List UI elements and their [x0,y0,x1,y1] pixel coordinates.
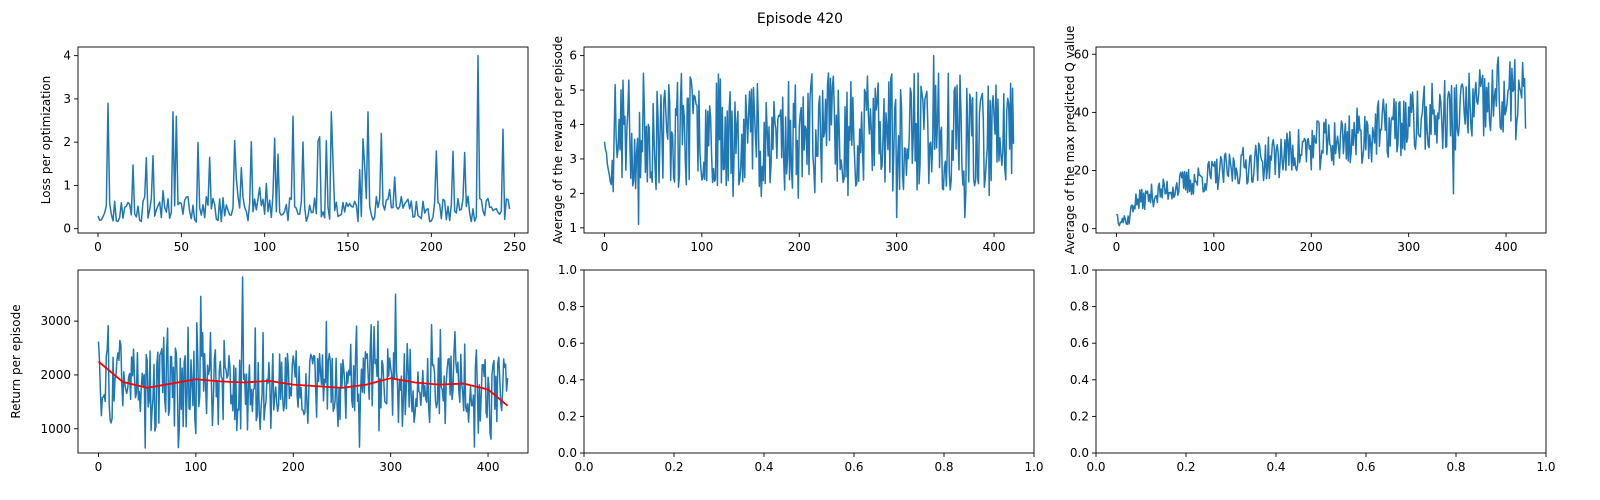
x-tick-label: 0.4 [1266,460,1285,474]
series-group [97,276,509,449]
axes-frame [77,46,529,234]
x-tick-label: 0.4 [754,460,773,474]
y-tick-label: 0.2 [1070,409,1089,423]
x-tick-label: 0.2 [1176,460,1195,474]
axes-frame [77,269,529,454]
y-tick-label: 1 [63,178,71,192]
x-tick-label: 100 [1202,240,1225,254]
series-line-1 [97,276,509,449]
y-tick-label: 6 [569,49,577,63]
x-tick-label: 300 [885,240,908,254]
y-tick-label: 0.8 [558,300,577,314]
axes-frame [583,269,1035,454]
x-tick-label: 0.8 [1446,460,1465,474]
y-tick-label: 20 [1074,164,1089,178]
y-tick-label: 0.4 [1070,373,1089,387]
y-tick-label: 0 [63,222,71,236]
x-tick-label: 0 [94,240,102,254]
y-tick-label: 1.0 [558,263,577,277]
series-line-1 [603,54,1015,226]
x-tick-label: 0.0 [574,460,593,474]
x-tick-label: 200 [788,240,811,254]
axes-frame [1095,46,1547,234]
series-line-1 [1115,56,1527,227]
x-tick-label: 0.8 [934,460,953,474]
x-tick-label: 0 [1113,240,1121,254]
x-tick-label: 400 [1495,240,1518,254]
x-tick-label: 0.6 [1356,460,1375,474]
y-tick-label: 0.4 [558,373,577,387]
x-tick-label: 250 [503,240,526,254]
axes-frame [583,46,1035,234]
y-tick-label: 60 [1074,47,1089,61]
y-tick-label: 0.0 [558,446,577,460]
y-tick-label: 2000 [40,368,71,382]
x-tick-label: 100 [690,240,713,254]
y-tick-label: 0.6 [1070,336,1089,350]
subplot-2: 0 100 200 300 400 1 2 3 4 5 6 Average of the reward… [551,36,1035,254]
y-tick-label: 0.6 [558,336,577,350]
x-tick-label: 100 [253,240,276,254]
y-tick-label: 3 [569,152,577,166]
x-tick-label: 0.6 [844,460,863,474]
x-tick-label: 200 [1300,240,1323,254]
x-tick-label: 0.0 [1086,460,1105,474]
series-line-1 [97,54,511,223]
y-tick-label: 1000 [40,422,71,436]
x-tick-label: 400 [983,240,1006,254]
y-tick-label: 5 [569,83,577,97]
x-tick-label: 300 [1397,240,1420,254]
axes-frame [1095,269,1547,454]
x-tick-label: 0.2 [664,460,683,474]
y-tick-label: 1 [569,221,577,235]
y-tick-label: 0.0 [1070,446,1089,460]
subplot-1: 0 50 100 150 200 250 0 1 2 3 4 Loss per optimizatio… [39,46,529,254]
y-tick-label: 0.2 [558,409,577,423]
y-tick-label: 4 [569,118,577,132]
x-tick-label: 100 [184,460,207,474]
x-tick-label: 1.0 [1024,460,1043,474]
x-tick-label: 300 [379,460,402,474]
figure-title: Episode 420 [757,11,843,27]
x-tick-label: 200 [420,240,443,254]
subplot-4: 0 100 200 300 400 1000 2000 3000 Return per epis… [9,269,529,474]
smoothed-line-2 [97,360,509,407]
y-tick-label: 3000 [40,314,71,328]
y-tick-label: 0.8 [1070,300,1089,314]
series-group [1115,56,1527,227]
x-tick-label: 0 [95,460,103,474]
subplot-5: 0.0 0.2 0.4 0.6 0.8 1.0 0.0 0.2 0.4 0.6 0.8 1.0 [558,263,1044,474]
x-tick-label: 200 [282,460,305,474]
series-group [97,54,511,223]
x-tick-label: 400 [477,460,500,474]
y-tick-label: 0 [1081,222,1089,236]
x-tick-label: 150 [337,240,360,254]
subplot-6: 0.0 0.2 0.4 0.6 0.8 1.0 0.0 0.2 0.4 0.6 0.8 1.0 [1070,263,1556,474]
series-group [603,54,1015,226]
y-axis-label: Return per episode [9,304,23,418]
x-tick-label: 0 [601,240,609,254]
y-tick-label: 2 [569,186,577,200]
x-tick-label: 1.0 [1536,460,1555,474]
y-axis-label: Average of the max predicted Q value [1063,26,1077,255]
y-tick-label: 40 [1074,105,1089,119]
y-tick-label: 2 [63,135,71,149]
y-axis-label: Loss per optimization [39,76,53,205]
y-axis-label: Average of the reward per episode [551,36,565,244]
y-tick-label: 1.0 [1070,263,1089,277]
y-tick-label: 3 [63,92,71,106]
x-tick-label: 50 [174,240,189,254]
y-tick-label: 4 [63,49,71,63]
